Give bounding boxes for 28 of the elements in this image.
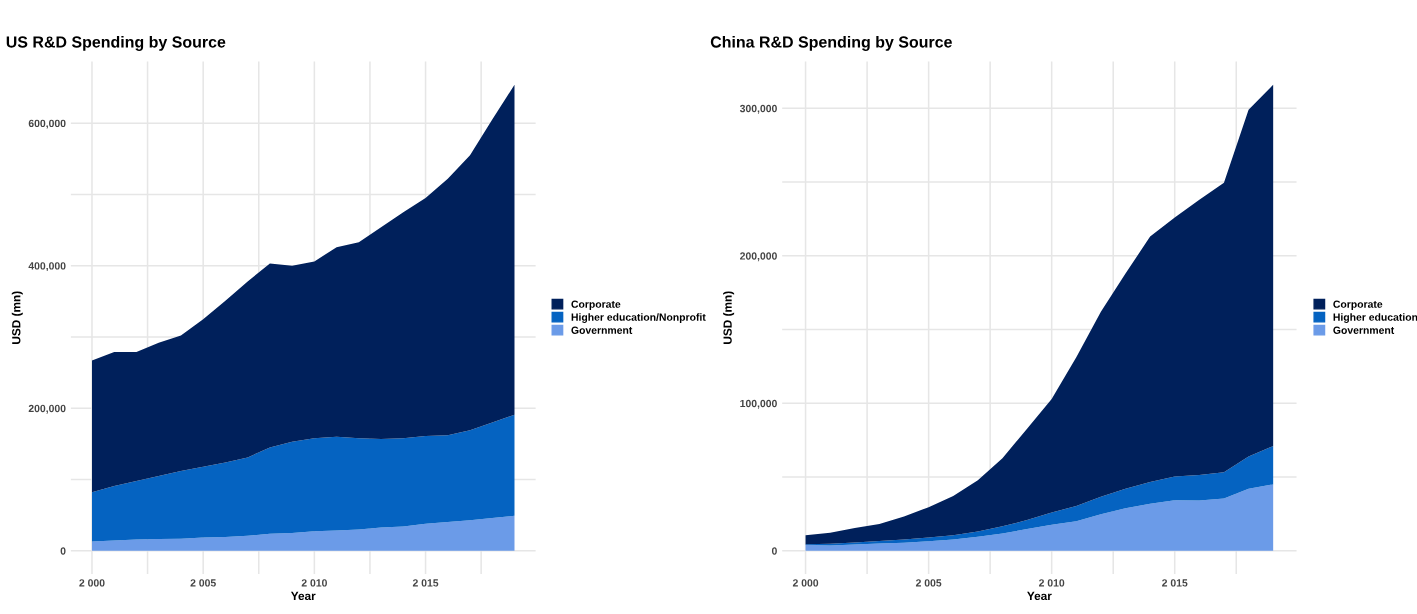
legend-label: Higher education/Nonprofit — [571, 313, 706, 323]
y-tick-label: 200,000 — [28, 404, 66, 414]
x-tick-label: 2 005 — [190, 579, 216, 587]
x-tick-label: 2 010 — [1039, 579, 1065, 587]
legend-label: Higher education — [1333, 313, 1417, 323]
y-tick-label: 300,000 — [739, 104, 777, 114]
y-tick-label: 200,000 — [740, 252, 777, 262]
x-tick-label: 2 010 — [301, 579, 327, 587]
x-axis-title: Year — [1027, 591, 1052, 601]
x-tick-label: 2 015 — [412, 579, 439, 587]
y-tick-label: 400,000 — [28, 262, 66, 272]
y-tick-label: 0 — [60, 547, 66, 555]
legend-label: Government — [1333, 326, 1395, 334]
x-axis-title: Year — [290, 591, 316, 601]
legend-label: Government — [571, 326, 633, 334]
x-tick-label: 2 000 — [792, 579, 819, 587]
x-tick-label: 2 000 — [79, 579, 105, 587]
x-tick-label: 2 005 — [915, 579, 942, 587]
chart-title: US R&D Spending by Source — [6, 35, 226, 51]
legend-label: Corporate — [1333, 300, 1383, 310]
legend-label: Corporate — [571, 300, 621, 310]
y-tick-label: 100,000 — [740, 399, 777, 409]
x-tick-label: 2 015 — [1162, 579, 1188, 587]
y-tick-label: 0 — [771, 547, 777, 555]
y-axis-title: USD (mn) — [11, 291, 23, 344]
chart-title: China R&D Spending by Source — [710, 35, 952, 51]
y-tick-label: 600,000 — [28, 119, 66, 129]
y-axis-title: USD (mn) — [723, 291, 735, 344]
